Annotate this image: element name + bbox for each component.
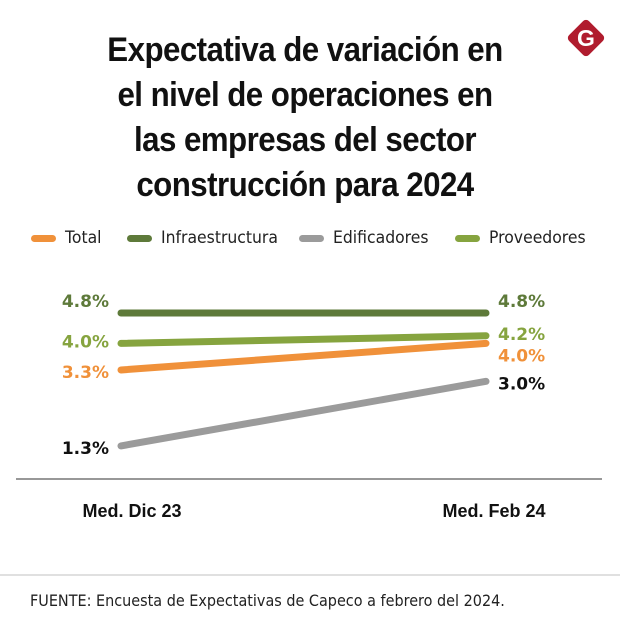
footer-divider bbox=[0, 574, 620, 576]
data-label-infraestructura: 4.8% bbox=[62, 292, 109, 312]
legend: Total Infraestructura Edificadores Prove… bbox=[0, 226, 620, 250]
legend-label: Edificadores bbox=[333, 228, 429, 248]
data-label-edificadores: 1.3% bbox=[62, 439, 109, 459]
title-line: las empresas del sector bbox=[133, 121, 477, 159]
data-label-total: 4.0% bbox=[498, 346, 545, 366]
legend-item-edificadores: Edificadores bbox=[299, 226, 437, 250]
data-label-edificadores: 3.0% bbox=[498, 374, 545, 394]
legend-item-total: Total bbox=[31, 226, 105, 250]
source-note: FUENTE: Encuesta de Expectativas de Cape… bbox=[30, 591, 505, 610]
legend-item-infraestructura: Infraestructura bbox=[127, 226, 288, 250]
legend-swatch bbox=[455, 234, 480, 242]
legend-item-proveedores: Proveedores bbox=[455, 226, 594, 250]
data-label-total: 3.3% bbox=[62, 363, 109, 383]
title-line: el nivel de operaciones en bbox=[117, 76, 493, 114]
data-label-proveedores: 4.0% bbox=[62, 332, 109, 352]
series-layer: 3.3%4.0%4.8% 4.8%1.3%3.0%4.0% 4.2% bbox=[62, 292, 545, 459]
legend-swatch bbox=[127, 234, 152, 242]
series-line-proveedores bbox=[117, 332, 490, 347]
logo-letter: G bbox=[577, 25, 595, 51]
legend-label: Infraestructura bbox=[161, 228, 278, 248]
legend-swatch bbox=[31, 234, 56, 242]
x-tick-label: Med. Feb 24 bbox=[442, 501, 545, 521]
legend-swatch bbox=[299, 234, 324, 242]
legend-label: Proveedores bbox=[489, 228, 586, 248]
line-chart: 3.3%4.0%4.8% 4.8%1.3%3.0%4.0% 4.2% Med. Di… bbox=[16, 292, 602, 521]
brand-g-diamond-icon: G bbox=[567, 19, 605, 57]
chart-title: Expectativa de variación en el nivel de … bbox=[80, 28, 531, 208]
data-label-proveedores: 4.2% bbox=[498, 325, 545, 345]
series-line-edificadores bbox=[117, 377, 490, 450]
x-tick-label: Med. Dic 23 bbox=[82, 501, 181, 521]
series-line-total bbox=[117, 339, 490, 374]
logo-diamond bbox=[567, 19, 605, 57]
title-line: Expectativa de variación en bbox=[107, 31, 503, 69]
data-label-infraestructura: 4.8% bbox=[498, 292, 545, 312]
title-line: construcción para 2024 bbox=[136, 166, 474, 204]
legend-label: Total bbox=[65, 228, 102, 248]
